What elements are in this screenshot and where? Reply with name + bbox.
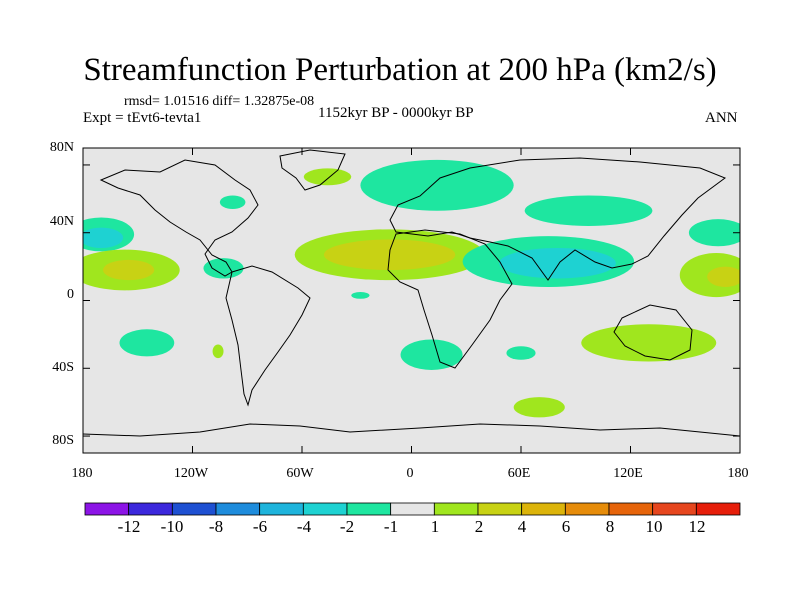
anomaly-region bbox=[400, 339, 463, 370]
coast-greenland bbox=[279, 149, 346, 191]
x-tick-label: 180 bbox=[727, 466, 749, 481]
x-tick-label: 180 bbox=[71, 466, 93, 481]
anomaly-region bbox=[212, 344, 224, 359]
anomaly-region bbox=[707, 266, 740, 287]
period-label: 1152kyr BP - 0000kyr BP bbox=[318, 105, 474, 121]
anomaly-region bbox=[360, 159, 514, 211]
coast-africa bbox=[387, 229, 513, 369]
anomaly-region bbox=[524, 195, 653, 226]
colorbar bbox=[84, 502, 741, 516]
colorbar-swatch bbox=[521, 502, 566, 516]
y-tick-label: 80N bbox=[49, 140, 74, 155]
coast-australia bbox=[613, 304, 693, 361]
colorbar-label: 10 bbox=[645, 517, 663, 536]
colorbar-label: 1 bbox=[430, 517, 440, 536]
anomaly-region bbox=[203, 258, 244, 279]
anomaly-region bbox=[506, 346, 536, 360]
coast-north-america bbox=[99, 159, 259, 277]
experiment-label: Expt = tEvt6-tevta1 bbox=[83, 110, 202, 126]
anomaly-region bbox=[303, 168, 352, 186]
colorbar-swatch bbox=[390, 502, 435, 516]
colorbar-swatch bbox=[302, 502, 348, 516]
colorbar-swatch bbox=[652, 502, 697, 516]
colorbar-label: -12 bbox=[117, 517, 141, 536]
stats-text: rmsd= 1.01516 diff= 1.32875e-08 bbox=[124, 94, 315, 109]
y-tick-label: 0 bbox=[67, 287, 74, 302]
colorbar-label: 8 bbox=[605, 517, 615, 536]
colorbar-swatch bbox=[564, 502, 610, 516]
anomaly-region bbox=[83, 227, 124, 248]
coast-eurasia bbox=[389, 157, 727, 281]
chart-title: Streamfunction Perturbation at 200 hPa (… bbox=[83, 52, 717, 88]
colorbar-label: 12 bbox=[688, 517, 706, 536]
anomaly-region bbox=[688, 219, 740, 247]
colorbar-swatch bbox=[215, 502, 261, 516]
season-label: ANN bbox=[705, 110, 738, 126]
y-tick-label: 80S bbox=[52, 433, 74, 448]
anomaly-regions bbox=[83, 159, 740, 418]
colorbar-label: 2 bbox=[474, 517, 484, 536]
coast-south-america bbox=[225, 265, 311, 407]
anomaly-region bbox=[351, 292, 370, 299]
colorbar-swatch bbox=[84, 502, 130, 516]
anomaly-region bbox=[119, 329, 175, 357]
anomaly-region bbox=[219, 195, 246, 210]
colorbar-label: -2 bbox=[339, 517, 355, 536]
colorbar-swatch bbox=[695, 502, 741, 516]
colorbar-swatch bbox=[259, 502, 304, 516]
coastlines bbox=[83, 149, 740, 437]
y-tick-label: 40N bbox=[49, 214, 74, 229]
colorbar-swatch bbox=[433, 502, 479, 516]
axis-ticks bbox=[82, 148, 741, 453]
x-tick-label: 120W bbox=[173, 466, 209, 481]
colorbar-swatch bbox=[171, 502, 217, 516]
colorbar-label: 4 bbox=[517, 517, 527, 536]
colorbar-label: -6 bbox=[252, 517, 268, 536]
colorbar-swatch bbox=[128, 502, 173, 516]
colorbar-swatch bbox=[477, 502, 523, 516]
anomaly-region bbox=[513, 397, 565, 418]
anomaly-region bbox=[581, 324, 717, 362]
colorbar-label: -4 bbox=[296, 517, 312, 536]
x-tick-label: 60W bbox=[286, 466, 314, 481]
colorbar-swatch bbox=[346, 502, 392, 516]
coast-antarctica bbox=[83, 423, 740, 437]
x-tick-label: 0 bbox=[406, 466, 414, 481]
colorbar-label: -1 bbox=[383, 517, 399, 536]
x-tick-label: 60E bbox=[507, 466, 531, 481]
x-tick-label: 120E bbox=[613, 466, 643, 481]
y-tick-label: 40S bbox=[52, 360, 74, 375]
colorbar-label: -8 bbox=[208, 517, 224, 536]
colorbar-label: 6 bbox=[561, 517, 571, 536]
colorbar-label: -10 bbox=[160, 517, 184, 536]
anomaly-region bbox=[103, 259, 155, 281]
colorbar-swatch bbox=[608, 502, 654, 516]
